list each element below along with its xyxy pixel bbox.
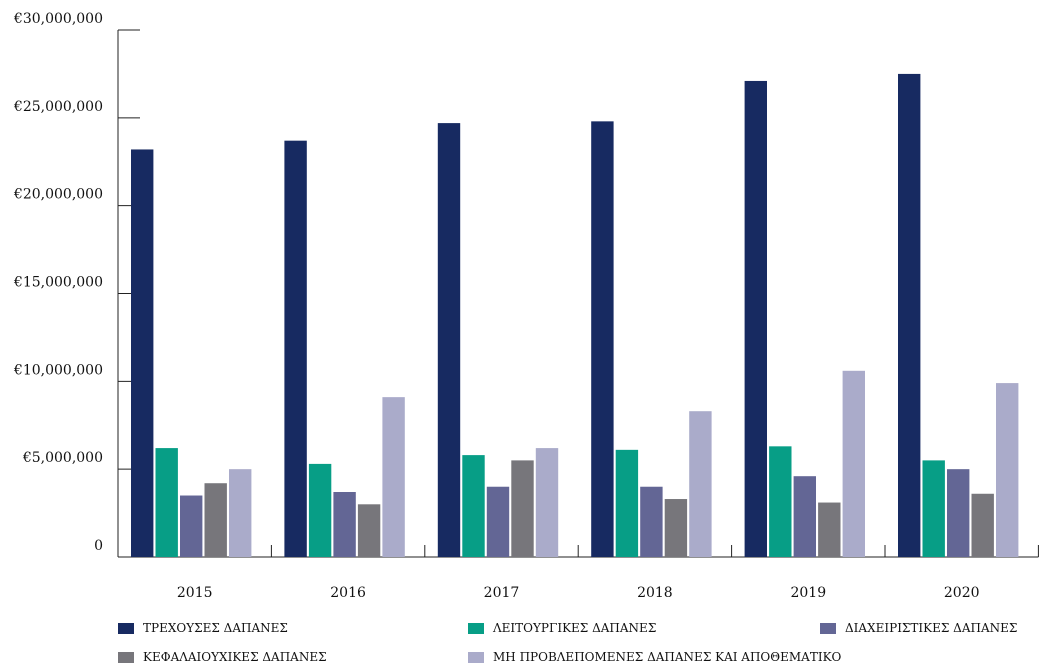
legend-item-current-expenses: ΤΡΕΧΟΥΣΕΣ ΔΑΠΑΝΕΣ [118, 621, 288, 635]
bar-chart: 0 €5,000,000 €10,000,000 €15,000,000 €20,000… [13, 11, 1039, 601]
legend-swatch [118, 651, 134, 663]
bar [333, 492, 356, 557]
x-tick-label: 2015 [177, 585, 213, 601]
y-tick-label: €15,000,000 [13, 275, 103, 291]
bar [640, 486, 663, 557]
legend-label: ΔΙΑΧΕΙΡΙΣΤΙΚΕΣ ΔΑΠΑΝΕΣ [845, 621, 1018, 635]
bar [180, 495, 203, 557]
bar [615, 449, 639, 557]
bar [462, 455, 485, 557]
bar [818, 502, 841, 557]
y-tick-label: €30,000,000 [13, 11, 103, 27]
legend-label: ΜΗ ΠΡΟΒΛΕΠΟΜΕΝΕΣ ΔΑΠΑΝΕΣ ΚΑΙ ΑΠΟΘΕΜΑΤΙΚΟ [493, 650, 842, 664]
bar [591, 121, 614, 557]
y-tick-label: €5,000,000 [22, 450, 103, 466]
bar [922, 460, 945, 557]
legend-swatch [468, 622, 484, 634]
y-tick-label: €20,000,000 [13, 187, 103, 203]
x-tick-label: 2017 [484, 585, 520, 601]
legend-item-contingency-expenses: ΜΗ ΠΡΟΒΛΕΠΟΜΕΝΕΣ ΔΑΠΑΝΕΣ ΚΑΙ ΑΠΟΘΕΜΑΤΙΚΟ [468, 650, 841, 664]
legend-item-operating-expenses: ΛΕΙΤΟΥΡΓΙΚΕΣ ΔΑΠΑΝΕΣ [468, 621, 656, 635]
bar [996, 383, 1019, 557]
bar [155, 448, 178, 557]
legend-label: ΚΕΦΑΛΑΙΟΥΧΙΚΕΣ ΔΑΠΑΝΕΣ [143, 650, 327, 664]
legend-swatch [820, 622, 836, 634]
y-tick-label: 0 [94, 538, 103, 554]
x-tick-label: 2018 [637, 585, 673, 601]
bar [382, 397, 405, 557]
y-tick-label: €25,000,000 [13, 99, 103, 115]
legend-item-management-expenses: ΔΙΑΧΕΙΡΙΣΤΙΚΕΣ ΔΑΠΑΝΕΣ [820, 621, 1017, 635]
legend-swatch [118, 622, 134, 634]
bar [284, 140, 307, 558]
bar [689, 411, 712, 557]
x-tick-label: 2019 [790, 585, 826, 601]
bar [769, 446, 792, 557]
bar [971, 493, 994, 557]
x-tick-label: 2020 [944, 585, 980, 601]
bar [308, 463, 332, 557]
bar [486, 486, 510, 557]
bar [947, 469, 970, 557]
legend-item-capital-expenses: ΚΕΦΑΛΑΙΟΥΧΙΚΕΣ ΔΑΠΑΝΕΣ [118, 650, 327, 664]
bar [511, 460, 534, 557]
bar [204, 483, 227, 557]
bar [744, 80, 767, 558]
bar [898, 73, 921, 558]
bar [793, 476, 816, 557]
bar [664, 499, 688, 557]
legend-swatch [468, 651, 484, 663]
legend-label: ΤΡΕΧΟΥΣΕΣ ΔΑΠΑΝΕΣ [143, 621, 288, 635]
legend-label: ΛΕΙΤΟΥΡΓΙΚΕΣ ΔΑΠΑΝΕΣ [493, 621, 657, 635]
x-tick-label: 2016 [330, 585, 366, 601]
bar [842, 370, 865, 557]
bar [131, 149, 154, 557]
bar [229, 469, 252, 557]
bar [437, 123, 461, 557]
y-tick-label: €10,000,000 [13, 362, 103, 378]
bar [357, 504, 381, 557]
bar [535, 448, 559, 557]
